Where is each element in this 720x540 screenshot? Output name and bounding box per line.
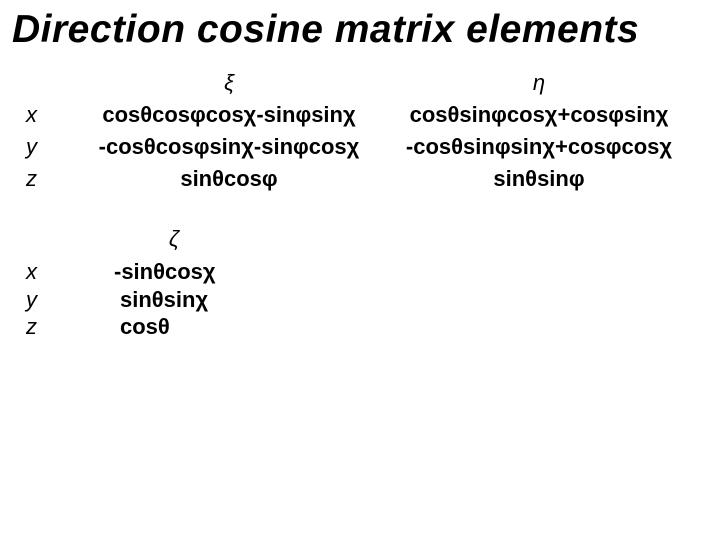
row-label-z: z xyxy=(26,166,74,192)
table2-body: x y z -sinθcosχ sinθsinχ cosθ xyxy=(26,258,708,341)
cell-y-zeta: sinθsinχ xyxy=(114,286,274,314)
cell-x-xi: cosθcosφcosχ-sinφsinχ xyxy=(74,102,384,128)
spacer xyxy=(26,70,74,96)
slide: Direction cosine matrix elements ξ η x c… xyxy=(0,0,720,540)
table1-row-x: x cosθcosφcosχ-sinφsinχ cosθsinφcosχ+cos… xyxy=(26,102,708,128)
row-labels-xyz: x y z xyxy=(26,258,74,341)
table-zeta: ζ x y z -sinθcosχ sinθsinχ cosθ xyxy=(26,226,708,341)
col-header-xi: ξ xyxy=(74,70,384,96)
cell-x-zeta: -sinθcosχ xyxy=(114,258,274,286)
col-header-eta: η xyxy=(384,70,694,96)
cell-x-eta: cosθsinφcosχ+cosφsinχ xyxy=(384,102,694,128)
spacer xyxy=(26,226,74,252)
cell-y-eta: -cosθsinφsinχ+cosφcosχ xyxy=(384,134,694,160)
row-label-y: y xyxy=(26,134,74,160)
table2-header-row: ζ xyxy=(26,226,708,252)
table1-header-row: ξ η xyxy=(26,70,708,96)
cell-z-xi: sinθcosφ xyxy=(74,166,384,192)
cell-y-xi: -cosθcosφsinχ-sinφcosχ xyxy=(74,134,384,160)
table1-row-y: y -cosθcosφsinχ-sinφcosχ -cosθsinφsinχ+c… xyxy=(26,134,708,160)
row-label-z2: z xyxy=(26,313,74,341)
cell-z-eta: sinθsinφ xyxy=(384,166,694,192)
row-label-y2: y xyxy=(26,286,74,314)
table-xi-eta: ξ η x cosθcosφcosχ-sinφsinχ cosθsinφcosχ… xyxy=(26,70,708,192)
row-label-x: x xyxy=(26,102,74,128)
page-title: Direction cosine matrix elements xyxy=(12,8,708,52)
col-header-zeta: ζ xyxy=(74,226,274,252)
cell-z-zeta: cosθ xyxy=(114,313,274,341)
table1-row-z: z sinθcosφ sinθsinφ xyxy=(26,166,708,192)
row-label-x2: x xyxy=(26,258,74,286)
zeta-cells: -sinθcosχ sinθsinχ cosθ xyxy=(74,258,274,341)
